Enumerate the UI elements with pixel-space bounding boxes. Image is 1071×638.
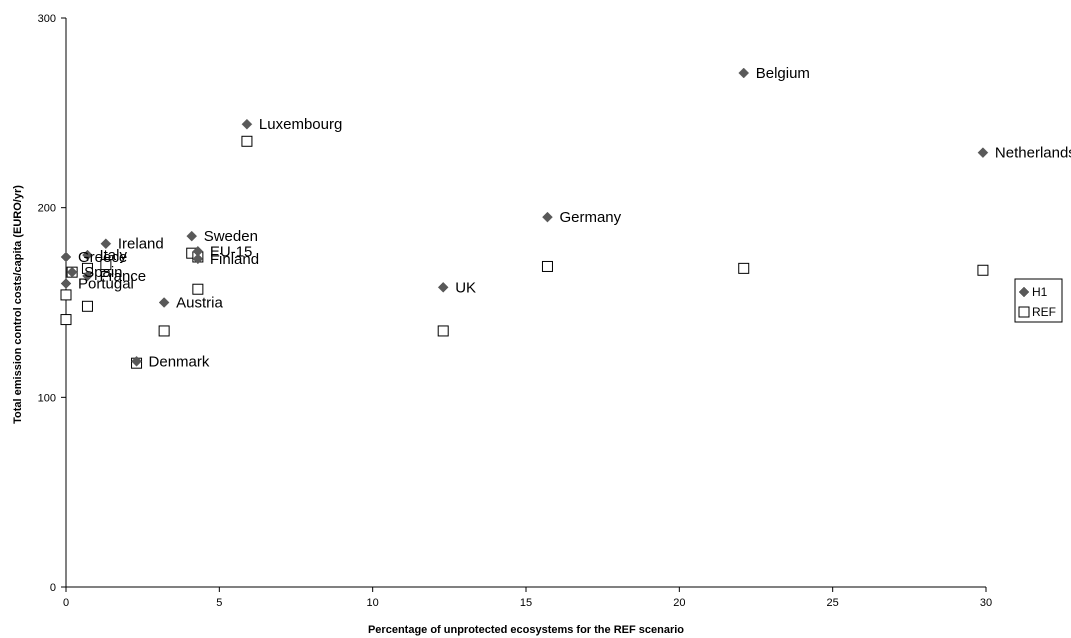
x-tick-label: 30 [980, 597, 992, 609]
x-tick-label: 25 [827, 597, 839, 609]
legend-ref-marker [1018, 306, 1030, 318]
ref-point [738, 262, 750, 274]
y-tick-label: 300 [38, 13, 56, 25]
h1-point [192, 253, 204, 265]
ref-point [192, 283, 204, 295]
point-label: Austria [176, 295, 223, 312]
ref-point [60, 289, 72, 301]
point-label: Luxembourg [259, 116, 342, 133]
legend-h1-label: H1 [1032, 285, 1048, 299]
axes: 0 100 200 300 0 5 10 15 20 25 30 Percentage of unpr… [12, 13, 992, 636]
point-label: Belgium [756, 65, 810, 82]
ref-point [977, 264, 989, 276]
data-marks: Belgium Luxembourg Netherlands Germany Swede… [60, 65, 1071, 370]
h1-point [82, 270, 93, 282]
ref-point [100, 259, 112, 271]
point-label: UK [455, 279, 476, 296]
point-label: Portugal [78, 276, 134, 293]
legend: H1 REF [1014, 278, 1063, 323]
h1-point [82, 249, 93, 261]
legend-ref-label: REF [1032, 305, 1056, 319]
h1-point [60, 251, 72, 263]
point-label: Spain [84, 264, 122, 281]
legend-h1-marker [1018, 286, 1030, 298]
point-label: Ireland [118, 236, 164, 253]
h1-point [542, 211, 553, 223]
ref-point [541, 260, 553, 272]
x-tick-label: 20 [673, 597, 685, 609]
h1-point [738, 67, 750, 79]
point-label: Finland [210, 251, 259, 268]
point-label: Denmark [149, 353, 210, 370]
ref-point [437, 325, 449, 337]
h1-point [100, 238, 112, 250]
ref-point [241, 135, 253, 147]
h1-point [66, 266, 78, 278]
ref-point [81, 300, 93, 312]
point-label: Netherlands [995, 145, 1071, 162]
x-axis-title: Percentage of unprotected ecosystems for… [368, 624, 684, 636]
ref-point [158, 325, 170, 337]
h1-point [437, 281, 449, 293]
point-label: Greece [78, 249, 127, 266]
point-label: Sweden [204, 228, 258, 245]
y-axis-title: Total emission control costs/capita (EUR… [12, 185, 24, 424]
point-label: Germany [559, 209, 621, 226]
h1-point [158, 297, 170, 308]
x-tick-label: 5 [216, 597, 222, 609]
h1-point [131, 355, 142, 367]
point-label: EU-15 [210, 243, 253, 260]
x-tick-label: 15 [520, 597, 532, 609]
h1-point [186, 230, 198, 242]
h1-point [241, 118, 253, 130]
x-tick-label: 0 [63, 597, 69, 609]
h1-point [977, 147, 989, 159]
x-tick-label: 10 [367, 597, 379, 609]
ref-point [60, 314, 72, 326]
point-label: France [99, 268, 146, 285]
y-tick-label: 200 [38, 203, 56, 215]
y-tick-label: 100 [38, 392, 56, 404]
h1-point [60, 278, 72, 289]
y-tick-label: 0 [50, 582, 56, 594]
point-label: Italy [99, 247, 127, 264]
